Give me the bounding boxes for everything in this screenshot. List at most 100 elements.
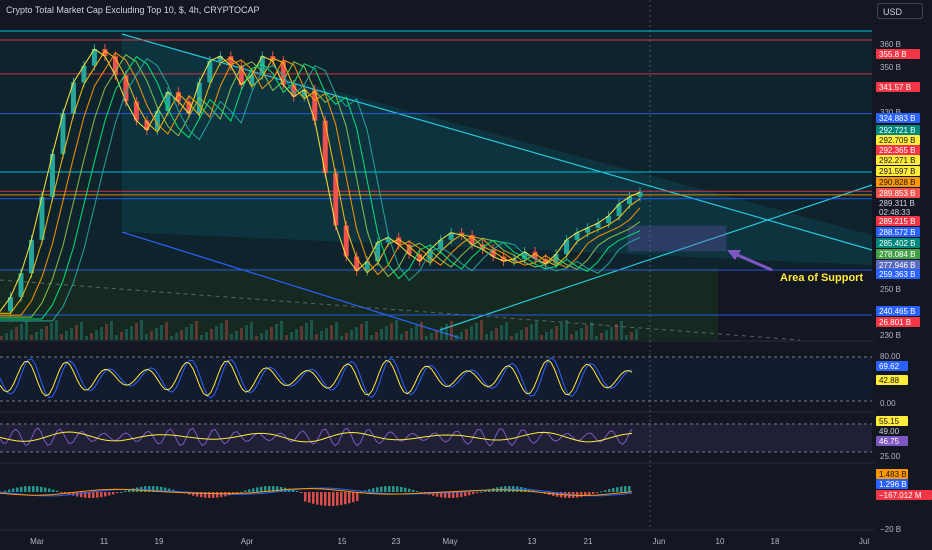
macd-histogram-bar (144, 486, 147, 492)
indicator-tick-label: 0.00 (880, 399, 896, 408)
candle-body (39, 196, 45, 240)
support-arrowhead (727, 250, 741, 260)
rsi-line (0, 427, 633, 447)
volume-bar (225, 320, 228, 340)
price-tick-label: 330 B (880, 108, 901, 117)
macd-histogram-bar (600, 491, 603, 493)
candle-body (280, 60, 286, 85)
volume-bar (70, 328, 73, 340)
candle-body (259, 56, 265, 76)
macd-histogram-bar (628, 486, 631, 492)
macd-histogram-bar (116, 492, 119, 494)
macd-histogram-bar (340, 492, 343, 506)
stoch-k-line (0, 357, 633, 399)
macd-histogram-bar (160, 486, 163, 492)
candle-body (123, 75, 129, 102)
volume-bar (205, 332, 208, 340)
macd-histogram-bar (412, 489, 415, 492)
candle-body (627, 196, 633, 205)
time-tick-label: Apr (241, 537, 254, 546)
macd-histogram-bar (596, 492, 599, 493)
volume-bar (450, 321, 453, 340)
volume-bar (120, 332, 123, 340)
macd-histogram-bar (396, 486, 399, 492)
volume-bar (465, 329, 468, 340)
candle-body (637, 192, 643, 197)
macd-histogram-bar (480, 491, 483, 493)
volume-bar (280, 321, 283, 340)
macd-histogram-bar (192, 492, 195, 496)
volume-bar (430, 333, 433, 340)
macd-histogram-bar (372, 488, 375, 492)
volume-bar (600, 333, 603, 340)
macd-histogram-bar (216, 492, 219, 498)
price-label-text: 02:48:33 (879, 208, 911, 217)
moving-average-line (0, 53, 641, 318)
macd-histogram-bar (268, 486, 271, 492)
macd-histogram-bar (336, 492, 339, 506)
price-label-tag (876, 188, 920, 198)
price-tick-label: 230 B (880, 331, 901, 340)
volume-bar (490, 331, 493, 340)
volume-bar (65, 331, 68, 340)
price-pane: Area of Support (0, 30, 873, 341)
macd-histogram-bar (368, 489, 371, 492)
candle-body (186, 101, 192, 114)
macd-histogram-bar (252, 488, 255, 492)
macd-histogram-bar (56, 490, 59, 492)
volume-bar (210, 329, 213, 340)
macd-histogram-bar (152, 486, 155, 492)
volume-bar (405, 331, 408, 340)
volume-bar (185, 327, 188, 340)
zone-shade (0, 268, 718, 340)
price-label-tag (876, 249, 920, 259)
volume-bar (75, 325, 78, 340)
volume-bar (385, 326, 388, 340)
time-tick-label: 10 (716, 537, 725, 546)
volume-bar (10, 330, 13, 340)
macd-histogram-bar (420, 492, 423, 493)
volume-bar (340, 336, 343, 340)
macd-histogram-bar (604, 490, 607, 492)
volume-bar (625, 335, 628, 340)
volume-bar (580, 328, 583, 340)
indicator-panes (0, 356, 872, 506)
candle-body (595, 223, 601, 228)
macd-histogram-bar (256, 487, 259, 492)
candle-body (448, 232, 454, 240)
price-axis: 360 B 350 B 330 B 250 B 230 B 355.8 B 341.57 B… (874, 20, 932, 550)
time-tick-label: Mar (30, 537, 44, 546)
volume-bar (0, 336, 3, 340)
time-tick-label: 21 (584, 537, 593, 546)
macd-histogram-bar (472, 492, 475, 495)
volume-bar (220, 323, 223, 340)
price-tick-label: 360 B (880, 40, 901, 49)
macd-histogram-bar (72, 492, 75, 496)
macd-histogram-bar (400, 486, 403, 492)
price-label-text: 290.828 B (879, 178, 915, 187)
macd-histogram-bar (448, 492, 451, 498)
macd-histogram-bar (468, 492, 471, 496)
indicator-label-text: 42.88 (879, 376, 900, 385)
volume-bar (30, 335, 33, 340)
volume-bar (45, 326, 48, 340)
price-label-tag (876, 82, 920, 92)
macd-histogram-bar (308, 492, 311, 503)
volume-bar (180, 330, 183, 340)
price-label-text: 278.084 B (879, 250, 915, 259)
macd-histogram-bar (352, 492, 355, 503)
candle-body (249, 75, 255, 85)
price-label-tag (876, 145, 920, 155)
macd-histogram-bar (200, 492, 203, 498)
price-tick-label: 350 B (880, 63, 901, 72)
price-label-text: 292.721 B (879, 126, 915, 135)
volume-bar (495, 328, 498, 340)
currency-selector[interactable]: USD (877, 3, 923, 19)
macd-histogram-bar (608, 489, 611, 492)
price-label-tag (876, 317, 920, 327)
volume-bar (350, 330, 353, 340)
price-label-text: 289.311 B (879, 199, 915, 208)
macd-histogram-bar (272, 486, 275, 492)
candle-body (217, 56, 223, 61)
